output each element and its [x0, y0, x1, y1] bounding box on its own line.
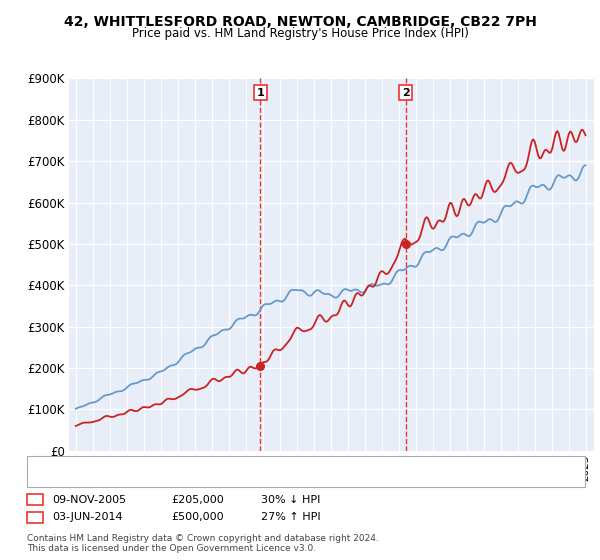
Text: 2: 2: [31, 512, 38, 522]
Text: 27% ↑ HPI: 27% ↑ HPI: [261, 512, 320, 522]
Text: 2: 2: [402, 88, 410, 97]
Text: 42, WHITTLESFORD ROAD, NEWTON, CAMBRIDGE, CB22 7PH (detached house): 42, WHITTLESFORD ROAD, NEWTON, CAMBRIDGE…: [60, 459, 472, 469]
Text: 1: 1: [31, 494, 38, 505]
Text: —: —: [34, 473, 50, 488]
Text: £500,000: £500,000: [171, 512, 224, 522]
Text: Price paid vs. HM Land Registry's House Price Index (HPI): Price paid vs. HM Land Registry's House …: [131, 27, 469, 40]
Text: 03-JUN-2014: 03-JUN-2014: [52, 512, 123, 522]
Text: 1: 1: [256, 88, 264, 97]
Text: 30% ↓ HPI: 30% ↓ HPI: [261, 494, 320, 505]
Text: 42, WHITTLESFORD ROAD, NEWTON, CAMBRIDGE, CB22 7PH: 42, WHITTLESFORD ROAD, NEWTON, CAMBRIDGE…: [64, 15, 536, 29]
Text: —: —: [34, 457, 50, 472]
Text: 09-NOV-2005: 09-NOV-2005: [52, 494, 127, 505]
Text: HPI: Average price, detached house, South Cambridgeshire: HPI: Average price, detached house, Sout…: [60, 475, 370, 486]
Text: Contains HM Land Registry data © Crown copyright and database right 2024.
This d: Contains HM Land Registry data © Crown c…: [27, 534, 379, 553]
Text: £205,000: £205,000: [171, 494, 224, 505]
